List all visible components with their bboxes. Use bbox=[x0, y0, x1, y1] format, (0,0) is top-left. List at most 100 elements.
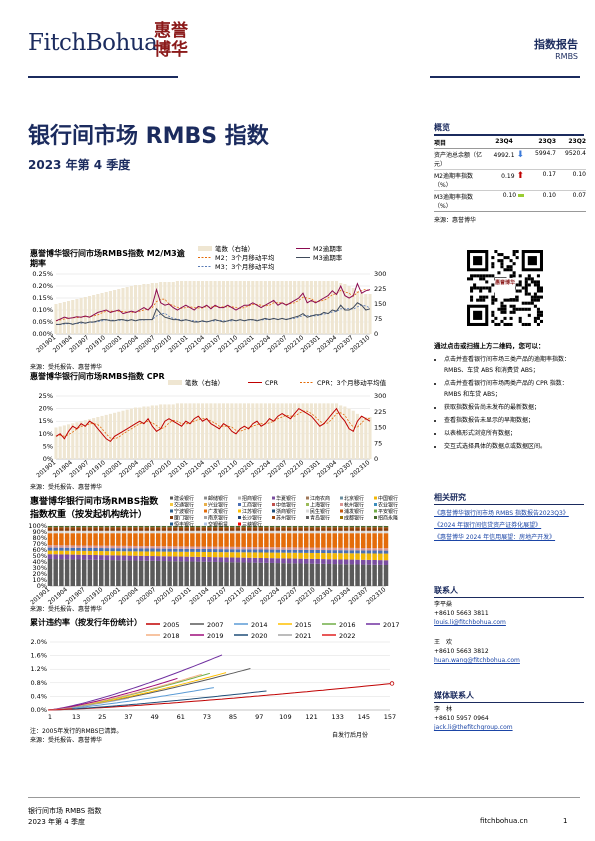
weight-bar-segment bbox=[201, 551, 207, 557]
ov-row-label: 资产池总余额（亿元） bbox=[434, 152, 483, 168]
weight-bar-segment bbox=[321, 550, 326, 554]
count-bar bbox=[297, 403, 301, 459]
x-tick-label: 49 bbox=[150, 713, 158, 721]
legend-swatch bbox=[374, 509, 377, 513]
weight-bar-segment bbox=[76, 529, 81, 531]
count-bar bbox=[322, 281, 326, 334]
weight-bar-segment bbox=[269, 529, 275, 531]
weight-bar-segment bbox=[224, 549, 229, 553]
count-bar bbox=[276, 281, 280, 334]
weight-bar-segment bbox=[218, 530, 224, 534]
weight-bar-segment bbox=[343, 559, 349, 565]
legend-label: 兴业银行 bbox=[208, 502, 228, 509]
weight-bar-segment bbox=[366, 530, 372, 534]
weight-bar-segment bbox=[383, 548, 389, 551]
qr-module bbox=[491, 256, 495, 260]
weight-bar-segment bbox=[190, 548, 195, 552]
weight-bar-segment bbox=[241, 533, 246, 547]
weight-bar-segment bbox=[184, 527, 189, 529]
footer-site[interactable]: fitchbohua.cn bbox=[480, 817, 528, 825]
weight-bar-segment bbox=[383, 529, 389, 531]
weight-bar-segment bbox=[247, 533, 252, 547]
legend-label: CPR bbox=[265, 379, 278, 387]
qr-module bbox=[533, 298, 537, 302]
chart2-title: 惠誉博华银行间市场RMBS指数 CPR bbox=[30, 372, 165, 381]
count-bar bbox=[234, 403, 238, 459]
count-bar bbox=[163, 404, 167, 459]
legend-label: 长沙银行 bbox=[242, 515, 262, 522]
weight-bar-segment bbox=[360, 564, 366, 586]
weight-bar-segment bbox=[116, 527, 121, 529]
ov-row-q4: 0.10 bbox=[484, 191, 524, 212]
count-bar bbox=[163, 282, 167, 334]
related-link[interactable]: 《惠誉博华 2024 年信用展望：房地产开发》 bbox=[434, 534, 556, 541]
weight-bar-segment bbox=[275, 526, 281, 528]
media-card: 李 林 +8610 5957 0964 jack.li@thefitchgrou… bbox=[434, 705, 513, 732]
weight-bar-segment bbox=[252, 547, 258, 550]
weight-bar-segment bbox=[258, 547, 263, 550]
weight-bar-segment bbox=[47, 526, 53, 528]
weight-bar-segment bbox=[355, 533, 360, 548]
legend-swatch bbox=[340, 516, 343, 519]
related-link[interactable]: 《2024 年银行间信贷资产证券化展望》 bbox=[434, 522, 542, 529]
weight-bar-segment bbox=[47, 530, 53, 534]
count-bar bbox=[159, 282, 163, 334]
count-bar bbox=[339, 405, 343, 459]
weight-bar-segment bbox=[349, 564, 355, 586]
contact-email[interactable]: huan.wang@fitchbohua.com bbox=[434, 657, 520, 664]
qr-module bbox=[476, 286, 480, 290]
related-link[interactable]: 《惠誉博华银行间市场 RMBS 指数报告2023Q3》 bbox=[434, 510, 569, 517]
weight-bar-segment bbox=[355, 530, 360, 534]
weight-bar-segment bbox=[281, 547, 286, 550]
weight-bar-segment bbox=[212, 529, 218, 531]
weight-bar-segment bbox=[70, 559, 76, 586]
weight-bar-segment bbox=[218, 549, 224, 553]
weight-bar-segment bbox=[99, 548, 104, 552]
weight-bar-segment bbox=[173, 548, 178, 552]
count-bar bbox=[242, 281, 246, 334]
weight-bar-segment bbox=[235, 530, 241, 534]
count-bar bbox=[368, 417, 372, 459]
weight-bar-segment bbox=[167, 530, 172, 534]
y-tick-label: 10% bbox=[39, 430, 53, 438]
contact-email[interactable]: louis.li@fitchbohua.com bbox=[434, 619, 506, 626]
qr-module bbox=[497, 271, 501, 275]
legend-swatch bbox=[170, 496, 173, 500]
qr-module bbox=[509, 265, 513, 269]
weight-bar-segment bbox=[235, 557, 241, 563]
x-tick-label: 37 bbox=[124, 713, 132, 721]
weight-bar-segment bbox=[343, 529, 349, 531]
count-bar bbox=[326, 281, 330, 334]
qr-module bbox=[515, 298, 519, 302]
qr-module bbox=[524, 277, 528, 281]
count-bar bbox=[171, 404, 175, 459]
weight-bar-segment bbox=[349, 553, 355, 560]
weight-bar-segment bbox=[173, 561, 178, 586]
qr-module bbox=[539, 310, 543, 314]
weight-bar-segment bbox=[138, 548, 144, 552]
weight-bar-segment bbox=[116, 530, 121, 534]
scan-item: 交互式选择具体的数据点或数据区间。 bbox=[444, 441, 584, 452]
weight-bar-segment bbox=[218, 557, 224, 563]
contact-email[interactable]: jack.li@thefitchgroup.com bbox=[434, 724, 513, 731]
weight-bar-segment bbox=[224, 552, 229, 558]
qr-code[interactable]: 惠誉博华 bbox=[467, 250, 543, 326]
chart3-title: 惠誉博华银行间市场RMBS指数 指数权重（按发起机构统计） bbox=[30, 497, 159, 520]
qr-module bbox=[530, 301, 534, 305]
legend-label: 笔数（右轴） bbox=[215, 244, 254, 253]
weight-bar-segment bbox=[372, 548, 377, 551]
weight-bar-segment bbox=[195, 530, 201, 534]
count-bar bbox=[259, 403, 263, 459]
scan-item: 点击并查看银行间市场两类产品的 CPR 指数：RMBS 和车贷 ABS； bbox=[444, 378, 584, 400]
y2-tick-label: 0 bbox=[374, 330, 378, 338]
ov-row-q4: 4992.1 ⬇ bbox=[493, 150, 524, 160]
weight-bar-segment bbox=[247, 549, 252, 553]
weight-bar-segment bbox=[133, 527, 138, 529]
scan-item: 以表格形式浏览所有数据； bbox=[444, 428, 584, 439]
y-tick-label: 25% bbox=[39, 392, 53, 400]
weight-bar-segment bbox=[315, 558, 320, 564]
weight-bar-segment bbox=[321, 559, 326, 564]
ov-header-q4: 23Q4 bbox=[495, 138, 513, 145]
qr-module bbox=[518, 319, 522, 323]
qr-module bbox=[536, 307, 540, 311]
